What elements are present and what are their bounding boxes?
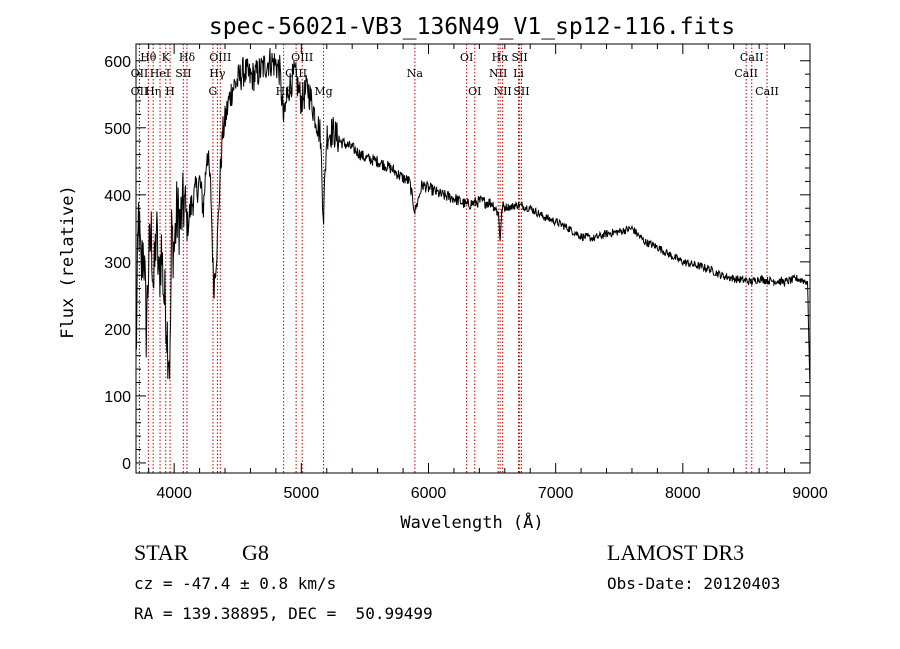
- spectral-line-label: OII: [131, 85, 149, 98]
- spectral-line-label: H: [165, 85, 175, 98]
- x-tick-label: 8000: [665, 485, 701, 502]
- x-tick-label: 5000: [284, 485, 320, 502]
- spectral-line-label: Na: [407, 67, 424, 80]
- y-axis-label: Flux (relative): [58, 185, 78, 339]
- chart-title: spec-56021-VB3_136N49_V1_sp12-116.fits: [209, 14, 735, 40]
- spectral-line-label: HeI: [150, 67, 170, 80]
- object-class: STAR: [134, 540, 189, 565]
- spectral-line-label: K: [162, 51, 171, 64]
- y-tick-label: 400: [104, 188, 131, 205]
- spectral-line-label: OI: [468, 85, 481, 98]
- plot-frame: [135, 43, 811, 474]
- y-tick-label: 100: [104, 389, 131, 406]
- spectral-line-label: CaII: [734, 67, 758, 80]
- x-axis: 4000 5000 6000 7000 8000 9000: [148, 44, 828, 502]
- spectral-line-label: Hη: [145, 85, 161, 98]
- coordinates: RA = 139.38895, DEC = 50.99499: [134, 604, 433, 623]
- x-axis-label: Wavelength (Å): [400, 511, 543, 533]
- spectral-line-label: OII: [131, 67, 149, 80]
- spectral-line-label: NII: [489, 67, 507, 80]
- spectral-line-label: SII: [513, 85, 529, 98]
- y-tick-label: 0: [122, 456, 131, 473]
- spectral-line-label: Hδ: [179, 51, 196, 64]
- y-axis: 0 100 200 300 400 500 600: [104, 54, 810, 473]
- spectral-line-label: SII: [512, 51, 528, 64]
- x-tick-label: 4000: [156, 485, 192, 502]
- x-tick-label: 6000: [411, 485, 447, 502]
- spectral-line-label: OI: [460, 51, 473, 64]
- spectral-line-label: Li: [513, 67, 524, 80]
- spectral-line-label: CaII: [740, 51, 764, 64]
- spectral-line-label: NII: [493, 85, 511, 98]
- spectral-line-label: Hα: [492, 51, 510, 64]
- object-subclass: G8: [242, 540, 269, 565]
- spectral-line-label: OIII: [291, 51, 313, 64]
- x-tick-label: 9000: [792, 485, 828, 502]
- spectral-line-label: Mg: [314, 85, 332, 98]
- redshift-velocity: cz = -47.4 ± 0.8 km/s: [134, 574, 337, 593]
- y-tick-label: 300: [104, 255, 131, 272]
- observation-date: Obs-Date: 20120403: [607, 574, 781, 593]
- spectral-line-label: G: [209, 85, 218, 98]
- y-tick-label: 500: [104, 121, 131, 138]
- spectral-line-label: OIII: [209, 51, 231, 64]
- spectral-line-label: SII: [175, 67, 191, 80]
- y-tick-label: 200: [104, 322, 131, 339]
- y-tick-label: 600: [104, 54, 131, 71]
- spectrum-line: [135, 47, 811, 390]
- spectral-line-label: Hθ: [140, 51, 157, 64]
- spectral-line-label: Hγ: [209, 67, 226, 80]
- x-tick-label: 7000: [538, 485, 574, 502]
- spectral-line-label: CaII: [755, 85, 779, 98]
- survey-name: LAMOST DR3: [607, 540, 745, 565]
